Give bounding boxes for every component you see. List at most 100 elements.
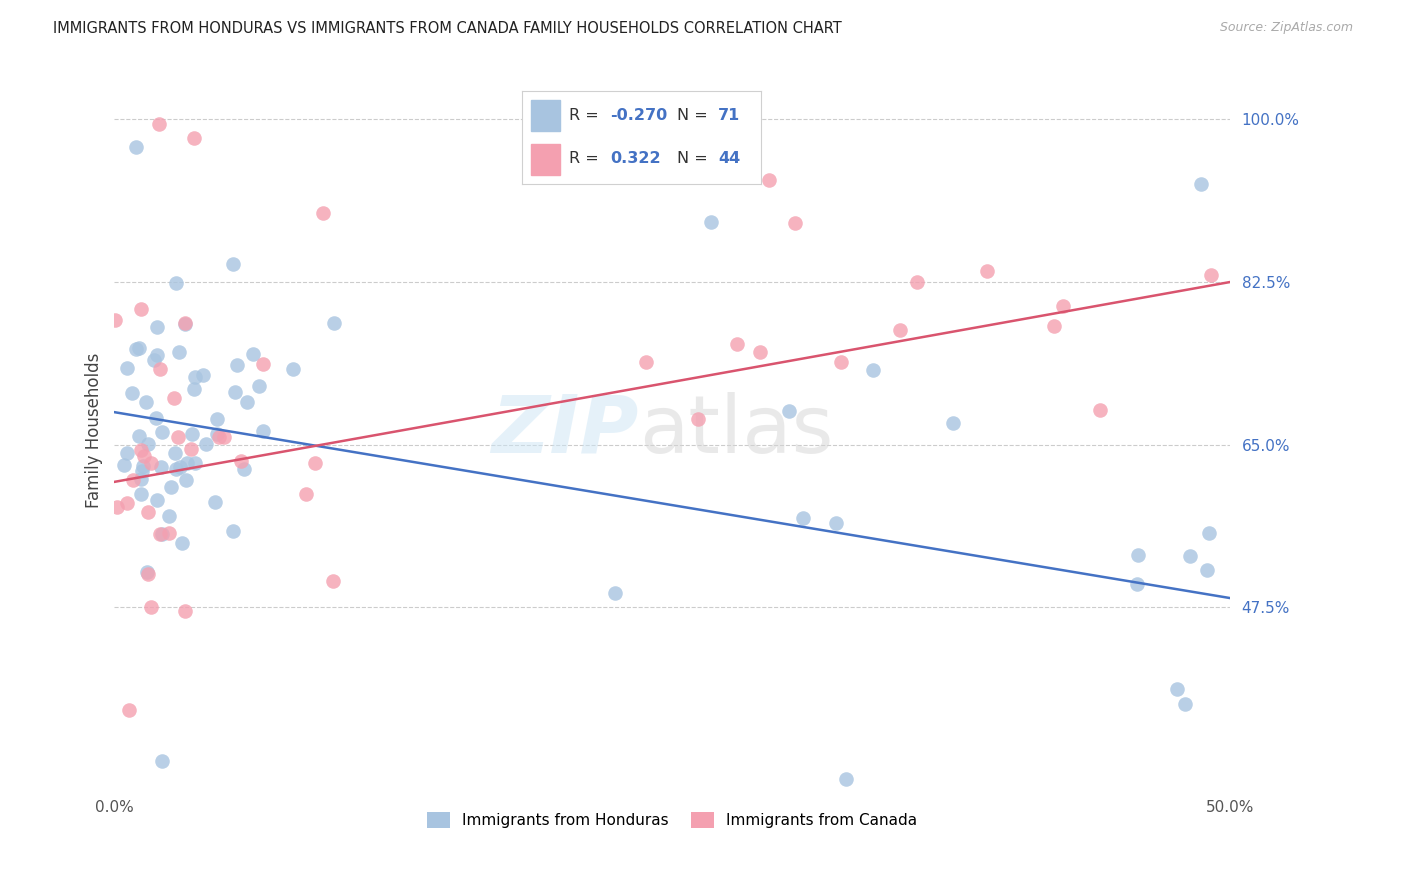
Point [222,524,245,538]
Point [149,460,172,475]
Point [166,276,188,290]
Text: ZIP: ZIP [491,392,638,470]
Point [758,172,780,186]
Point [136,566,159,581]
Point [166,430,188,444]
Point [129,487,152,501]
Point [252,358,274,372]
Point [792,511,814,525]
Point [976,264,998,278]
Point [135,565,157,579]
Point [163,446,186,460]
Point [183,382,205,396]
Point [191,368,214,382]
Point [1043,318,1066,333]
Point [700,215,723,229]
Point [157,509,180,524]
Point [205,426,228,441]
Point [129,472,152,486]
Legend: Immigrants from Honduras, Immigrants from Canada: Immigrants from Honduras, Immigrants fro… [420,806,924,835]
Point [149,526,172,541]
Point [312,206,335,220]
Point [125,342,148,356]
Point [173,316,195,330]
Point [603,586,626,600]
Point [121,386,143,401]
Point [725,336,748,351]
Point [129,302,152,317]
Point [174,473,197,487]
Point [148,117,170,131]
Point [1199,268,1222,283]
Text: atlas: atlas [638,392,832,470]
Point [159,480,181,494]
Point [122,473,145,487]
Point [176,456,198,470]
Point [835,772,858,787]
Point [169,460,191,475]
Point [150,754,173,768]
Point [295,487,318,501]
Point [224,385,246,400]
Point [169,345,191,359]
Point [105,500,128,515]
Y-axis label: Family Households: Family Households [86,353,103,508]
Point [304,456,326,470]
Point [1189,178,1212,192]
Point [139,456,162,470]
Point [226,358,249,372]
Point [942,416,965,430]
Point [141,600,163,615]
Point [104,312,127,326]
Point [830,355,852,369]
Point [136,437,159,451]
Point [180,427,202,442]
Point [128,429,150,443]
Point [222,257,245,271]
Point [173,317,195,331]
Point [889,322,911,336]
Point [148,362,170,376]
Point [142,352,165,367]
Point [135,394,157,409]
Point [1126,577,1149,591]
Point [208,430,231,444]
Point [145,411,167,425]
Point [180,442,202,456]
Point [205,412,228,426]
Text: IMMIGRANTS FROM HONDURAS VS IMMIGRANTS FROM CANADA FAMILY HOUSEHOLDS CORRELATION: IMMIGRANTS FROM HONDURAS VS IMMIGRANTS F… [53,21,842,37]
Point [212,430,235,444]
Point [235,395,257,409]
Point [150,526,173,541]
Point [1088,402,1111,417]
Point [157,525,180,540]
Point [128,341,150,355]
Point [146,348,169,362]
Point [132,450,155,464]
Point [247,379,270,393]
Point [131,465,153,479]
Point [115,360,138,375]
Point [124,140,146,154]
Point [146,493,169,508]
Point [146,320,169,334]
Point [862,363,884,377]
Point [778,403,800,417]
Point [686,411,709,425]
Point [905,276,928,290]
Point [322,317,344,331]
Point [136,505,159,519]
Point [194,437,217,451]
Point [1197,563,1219,577]
Point [825,516,848,531]
Point [184,370,207,384]
Point [165,462,187,476]
Text: Source: ZipAtlas.com: Source: ZipAtlas.com [1219,21,1353,35]
Point [129,442,152,457]
Point [183,131,205,145]
Point [131,458,153,473]
Point [1166,681,1188,696]
Point [184,456,207,470]
Point [150,425,173,439]
Point [162,391,184,405]
